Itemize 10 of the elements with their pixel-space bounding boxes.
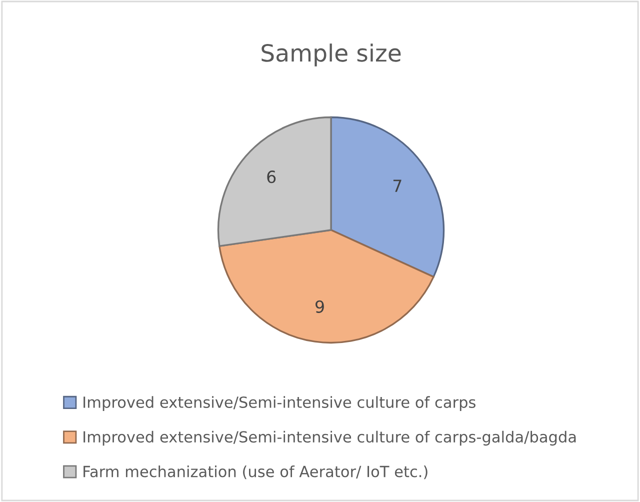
legend-label: Farm mechanization (use of Aerator/ IoT etc.) [84, 465, 428, 480]
data-label: 6 [267, 170, 276, 184]
pie-slice [217, 116, 332, 247]
legend-label: Improved extensive/Semi-intensive culture of carps-galda/bagda [84, 430, 576, 446]
data-label: 9 [316, 300, 324, 313]
legend-label: Improved extensive/Semi-intensive culture of carps [84, 396, 476, 411]
pie-slice [218, 229, 434, 344]
data-label: 7 [393, 180, 402, 192]
pie-slice [330, 116, 445, 278]
chart-title: Sample size [262, 44, 401, 66]
